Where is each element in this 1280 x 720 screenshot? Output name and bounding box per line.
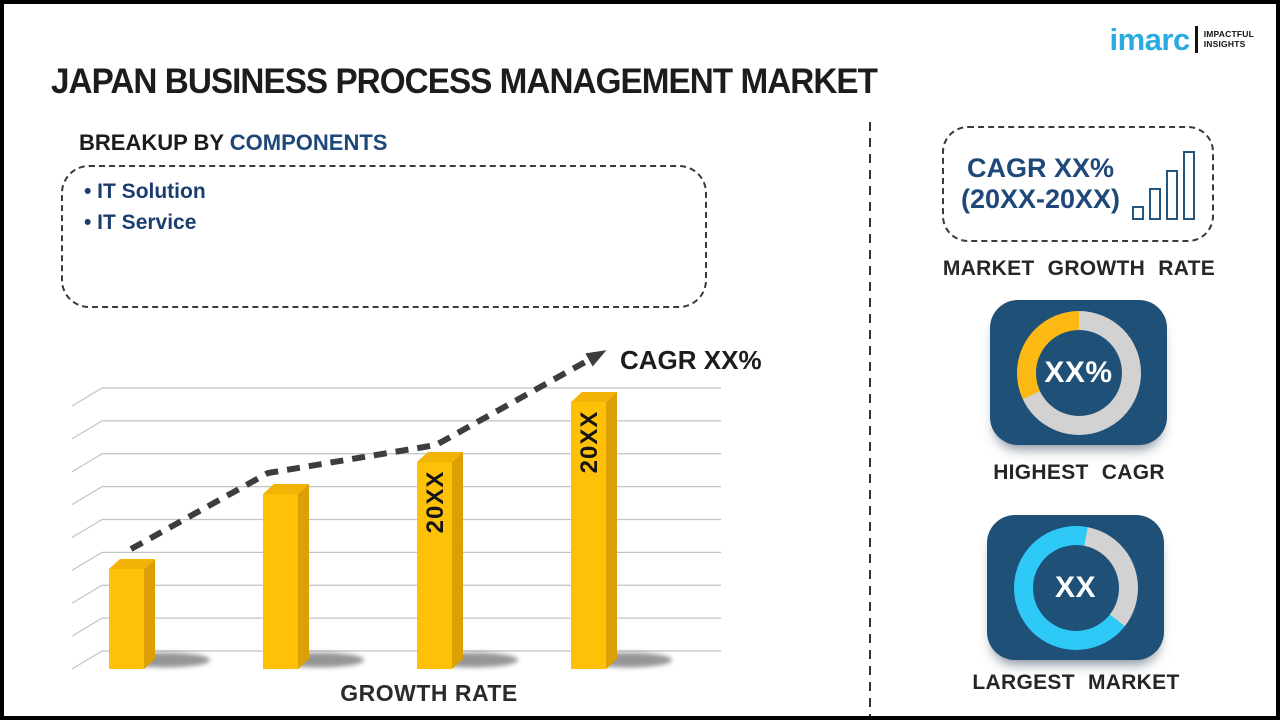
bar-shadow: [584, 652, 672, 668]
bar: [571, 402, 606, 669]
growth-icon-bar: [1166, 170, 1179, 220]
x-axis-label: GROWTH RATE: [340, 680, 518, 706]
cagr-annotation: CAGR XX%: [620, 345, 762, 375]
bar-top-face: [417, 452, 463, 462]
page-title: JAPAN BUSINESS PROCESS MANAGEMENT MARKET: [51, 62, 878, 101]
largest-market-card: XX: [987, 515, 1164, 660]
highest-cagr-donut: XX%: [1016, 310, 1141, 435]
imarc-wordmark: imarc: [1109, 22, 1190, 57]
market-growth-rate-label: MARKET GROWTH RATE: [942, 257, 1216, 280]
bar-top-face: [109, 559, 155, 569]
bar-label: 20XX: [422, 471, 449, 534]
gridline-tick: [71, 650, 103, 670]
gridline-tick: [71, 584, 103, 604]
logo-tagline: IMPACTFUL INSIGHTS: [1203, 28, 1254, 50]
breakup-components-box: [61, 165, 707, 308]
donut-hole: XX: [1032, 544, 1119, 631]
largest-market-donut: XX: [1013, 525, 1138, 650]
bar-side-face: [298, 484, 309, 669]
gridline-tick: [71, 518, 103, 539]
bar-side-face: [452, 452, 463, 669]
gridline-tick: [71, 486, 103, 506]
gridline-tick: [71, 387, 103, 407]
breakup-heading-highlight: COMPONENTS: [229, 130, 388, 155]
growth-icon-bar: [1149, 188, 1162, 220]
growth-icon-bar: [1132, 206, 1145, 220]
bar: [263, 494, 298, 669]
donut-hole: XX%: [1035, 329, 1122, 416]
growth-icon-bar: [1183, 151, 1196, 220]
bar-top-face: [571, 392, 617, 402]
bar-shadow: [122, 652, 210, 668]
bar-shadow: [430, 652, 518, 668]
bar-shadows: [122, 652, 672, 668]
bar-shadow: [276, 652, 364, 668]
growth-bars-icon: [1132, 148, 1196, 220]
bars: 20XX 20XX: [109, 392, 617, 669]
gridline-tick: [71, 420, 103, 440]
bar-side-face: [606, 392, 617, 669]
breakup-components-list: • IT Solution • IT Service: [84, 176, 206, 238]
highest-cagr-card: XX%: [990, 300, 1167, 445]
highest-cagr-value: XX%: [1044, 355, 1113, 389]
list-item: • IT Solution: [84, 180, 206, 203]
highest-cagr-label: HIGHEST CAGR: [993, 461, 1165, 484]
largest-market-label: LARGEST MARKET: [972, 671, 1180, 694]
logo-tagline-line2: INSIGHTS: [1203, 38, 1246, 49]
breakup-heading-prefix: BREAKUP BY: [79, 130, 230, 155]
trend-arrow: [129, 350, 607, 552]
gridline-tick: [71, 617, 103, 637]
gridline-tick: [71, 551, 103, 571]
breakup-heading: BREAKUP BY COMPONENTS: [79, 130, 387, 156]
cagr-box-text: CAGR XX% (20XX-20XX): [961, 153, 1120, 215]
logo-divider-bar: [1194, 26, 1198, 53]
trend-arrowhead: [585, 350, 607, 367]
bar-top-face: [263, 484, 309, 494]
list-item: • IT Service: [84, 211, 197, 234]
largest-market-value: XX: [1054, 570, 1097, 604]
vertical-dashed-divider: [869, 122, 871, 716]
bar-side-face: [144, 559, 155, 669]
trend-dashed-line: [129, 353, 598, 552]
bar-label: 20XX: [576, 411, 603, 474]
cagr-box-line1: CAGR XX%: [966, 152, 1114, 183]
imarc-logo: imarc IMPACTFUL INSIGHTS: [1109, 24, 1254, 55]
market-growth-rate-box: CAGR XX% (20XX-20XX): [942, 126, 1214, 242]
chart-gridlines: [71, 387, 721, 670]
logo-tagline-line1: IMPACTFUL: [1203, 28, 1254, 39]
gridline-tick: [71, 453, 103, 473]
bar: [109, 569, 144, 669]
bar: [417, 462, 452, 669]
cagr-box-line2: (20XX-20XX): [960, 184, 1121, 214]
